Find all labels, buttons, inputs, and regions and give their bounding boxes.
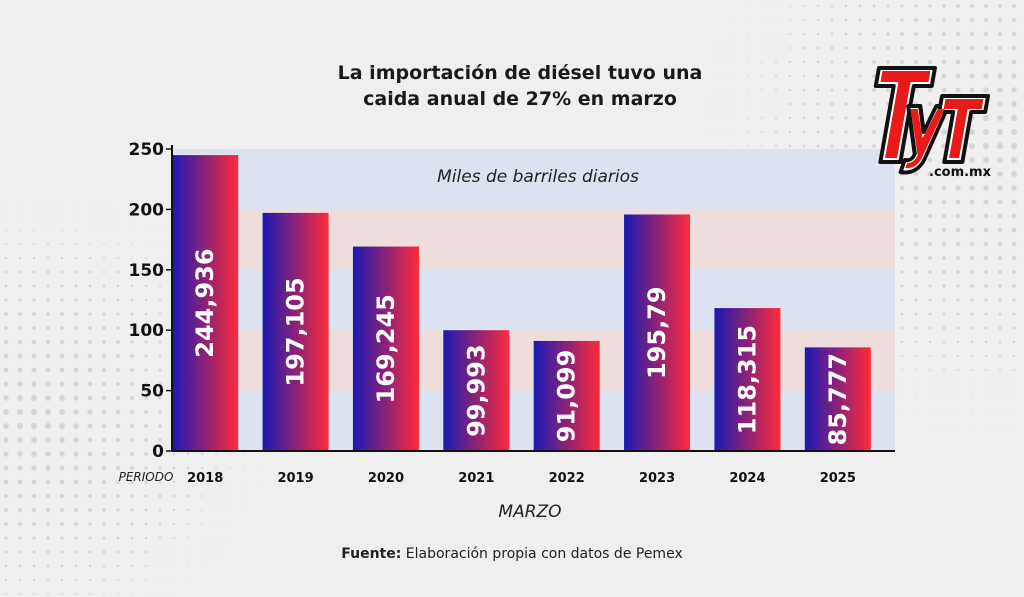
- x-tick-label: 2018: [187, 471, 223, 486]
- y-tick-label: 0: [152, 442, 164, 462]
- bar-value-label: 195,79: [643, 286, 671, 379]
- x-axis-label: MARZO: [498, 502, 561, 522]
- source-text: Elaboración propia con datos de Pemex: [401, 546, 683, 562]
- chart-title-line-1: La importación de diésel tuvo una: [337, 62, 703, 84]
- y-tick-label: 250: [129, 140, 165, 160]
- bar-value-label: 169,245: [372, 294, 400, 403]
- bar-2020: [352, 246, 419, 451]
- axes: [166, 145, 895, 452]
- x-tick-labels: 2018 2019 2020 2021 2022 2023 2024 2025: [187, 471, 856, 486]
- bars: 244,936 197,105 169,245 99,993 91,099 195,79 1…: [172, 155, 871, 451]
- bar-2025: [804, 347, 871, 451]
- y-tick-label: 50: [140, 382, 164, 402]
- bar-2024: [714, 308, 781, 451]
- logo-domain-text: .com.mx: [929, 165, 992, 180]
- chart-title-line-2: caida anual de 27% en marzo: [363, 88, 677, 110]
- periodo-label: PERIODO: [119, 470, 174, 484]
- background-band: [172, 149, 895, 210]
- bar-value-label: 91,099: [553, 350, 581, 443]
- chart-title: La importación de diésel tuvo una caida …: [300, 60, 740, 112]
- y-tick-label: 100: [129, 321, 165, 341]
- bar-2019: [262, 212, 329, 451]
- x-tick-label: 2025: [820, 471, 856, 486]
- y-tick-labels: 0 50 100 150 200 250: [129, 140, 165, 462]
- unit-annotation: Miles de barriles diarios: [437, 167, 639, 187]
- bar-value-label: 85,777: [824, 353, 852, 446]
- source-note: Fuente: Elaboración propia con datos de …: [0, 546, 1024, 562]
- x-tick-label: 2024: [729, 471, 765, 486]
- bar-2022: [533, 340, 600, 451]
- x-tick-label: 2020: [368, 471, 404, 486]
- bar-2018: [172, 155, 239, 451]
- x-tick-label: 2022: [549, 471, 585, 486]
- bar-value-label: 118,315: [733, 325, 761, 434]
- y-tick-label: 150: [129, 261, 165, 281]
- x-tick-label: 2023: [639, 471, 675, 486]
- source-label: Fuente:: [341, 546, 402, 562]
- bar-2021: [443, 330, 510, 451]
- x-tick-label: 2021: [458, 471, 494, 486]
- x-tick-label: 2019: [277, 471, 313, 486]
- bar-value-label: 197,105: [282, 277, 310, 386]
- y-tick-label: 200: [129, 200, 165, 220]
- bar-value-label: 244,936: [191, 248, 219, 357]
- bar-value-label: 99,993: [462, 344, 490, 437]
- tyt-logo: .com.mx: [873, 66, 992, 180]
- bar-2023: [624, 214, 691, 451]
